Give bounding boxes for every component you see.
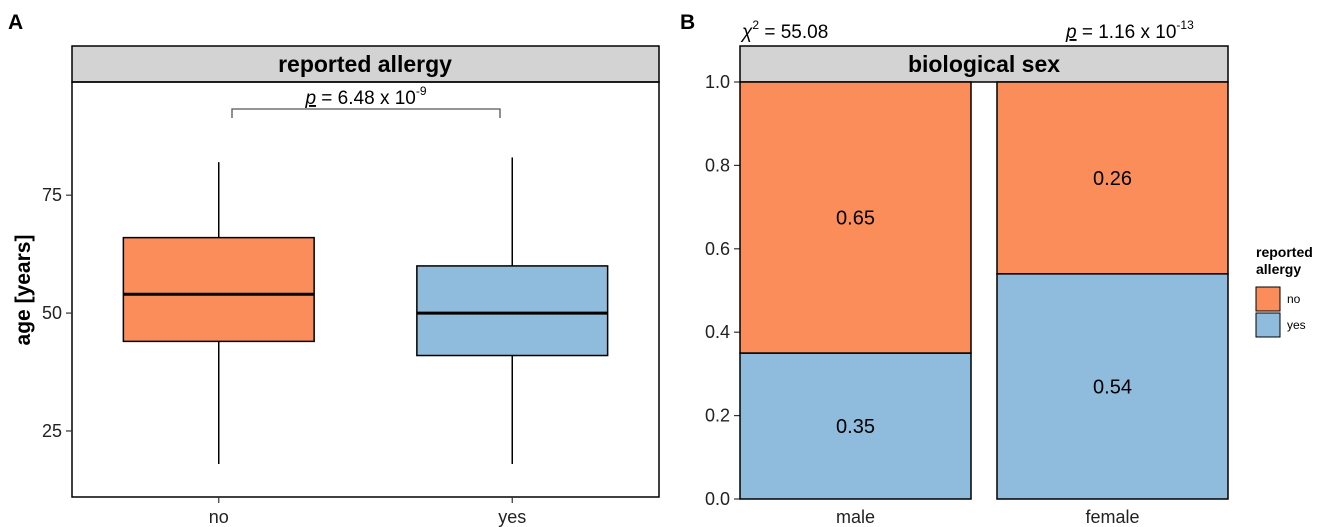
panel-b-chi-symbol: χ bbox=[740, 22, 753, 43]
panel-a-p-text: = 6.48 x 10 bbox=[316, 88, 416, 109]
x-tick-label: female bbox=[1085, 507, 1139, 527]
panel-b-chi-exponent: 2 bbox=[752, 18, 759, 32]
panel-b-p-text: = 1.16 x 10 bbox=[1077, 22, 1177, 43]
panel-a-boxplot: reported allergy age [years] 25 50 75 no ye… bbox=[12, 45, 660, 527]
panel-b-chi-square: χ2 = 55.08 bbox=[740, 18, 828, 43]
panel-b-p-value: p = 1.16 x 10-13 bbox=[1065, 18, 1194, 43]
panel-b-x-ticks: male female bbox=[836, 507, 1140, 527]
tile-female-no bbox=[996, 81, 1229, 275]
panel-a-p-symbol: p bbox=[304, 88, 316, 109]
panel-a-boxes bbox=[122, 157, 609, 464]
panel-a-plot-frame bbox=[71, 81, 660, 498]
panel-b-mosaic: χ2 = 55.08 p = 1.16 x 10-13 biological s… bbox=[705, 18, 1313, 527]
panel-b-strip-title: biological sex bbox=[908, 51, 1060, 77]
tile-label: 0.26 bbox=[1093, 168, 1132, 190]
y-tick-label: 1.0 bbox=[705, 72, 730, 92]
panel-b-letter: B bbox=[680, 11, 695, 34]
panel-a-strip bbox=[71, 45, 660, 83]
box-no bbox=[122, 236, 315, 343]
legend-label-yes: yes bbox=[1287, 318, 1306, 332]
tile-label: 0.35 bbox=[836, 416, 875, 438]
legend-swatch-no bbox=[1255, 286, 1281, 312]
tile-female-yes bbox=[996, 273, 1229, 500]
tile-label: 0.54 bbox=[1093, 376, 1132, 398]
panel-a-p-exponent: -9 bbox=[416, 84, 427, 98]
y-tick-label: 75 bbox=[42, 185, 62, 205]
legend-title-line-1: reported bbox=[1256, 244, 1313, 260]
panel-b-y-ticks: 0.0 0.2 0.4 0.6 0.8 1.0 bbox=[705, 72, 740, 509]
box-yes bbox=[416, 265, 609, 357]
panel-a-significance-bracket bbox=[231, 108, 501, 118]
y-tick-label: 0.2 bbox=[705, 406, 730, 426]
x-tick-label: male bbox=[836, 507, 875, 527]
panel-b-tiles: 0.35 0.65 0.54 0.26 bbox=[739, 81, 1229, 500]
legend-swatch-yes bbox=[1255, 312, 1281, 338]
panel-b-strip bbox=[739, 45, 1229, 83]
tile-label: 0.65 bbox=[836, 208, 875, 230]
legend: reported allergy no yes bbox=[1255, 244, 1313, 338]
y-tick-label: 50 bbox=[42, 303, 62, 323]
y-tick-label: 0.8 bbox=[705, 155, 730, 175]
panel-a-p-value: p = 6.48 x 10-9 bbox=[304, 84, 426, 109]
panel-a-y-axis-title: age [years] bbox=[12, 235, 35, 346]
tile-male-no bbox=[739, 81, 972, 354]
tile-male-yes bbox=[739, 352, 972, 500]
legend-label-no: no bbox=[1287, 292, 1301, 306]
y-tick-label: 0.4 bbox=[705, 322, 730, 342]
panel-b-p-symbol: p bbox=[1065, 22, 1077, 43]
x-tick-label: yes bbox=[498, 507, 526, 527]
x-tick-label: no bbox=[209, 507, 229, 527]
panel-a-x-ticks: no yes bbox=[209, 497, 526, 527]
legend-title-line-2: allergy bbox=[1256, 261, 1301, 277]
panel-a-y-ticks: 25 50 75 bbox=[42, 185, 72, 441]
y-tick-label: 0.0 bbox=[705, 489, 730, 509]
panel-a-strip-title: reported allergy bbox=[278, 51, 452, 77]
y-tick-label: 25 bbox=[42, 421, 62, 441]
panel-b-p-exponent: -13 bbox=[1176, 18, 1194, 32]
y-tick-label: 0.6 bbox=[705, 239, 730, 259]
panel-b-chi-text: = 55.08 bbox=[759, 22, 828, 43]
panel-a-letter: A bbox=[8, 11, 23, 34]
